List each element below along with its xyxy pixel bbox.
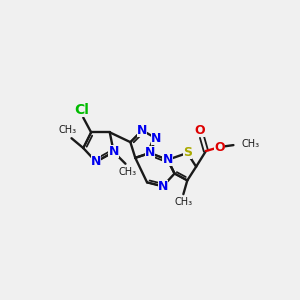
- Text: N: N: [158, 180, 168, 193]
- Text: N: N: [91, 155, 101, 168]
- Text: CH₃: CH₃: [58, 125, 76, 135]
- Text: N: N: [137, 124, 147, 137]
- Text: N: N: [151, 132, 161, 145]
- Text: Cl: Cl: [74, 103, 89, 117]
- Text: N: N: [163, 153, 173, 166]
- Text: O: O: [214, 141, 225, 154]
- Text: CH₃: CH₃: [241, 139, 260, 149]
- Text: N: N: [145, 146, 155, 159]
- Text: CH₃: CH₃: [174, 197, 192, 207]
- Text: N: N: [109, 146, 119, 158]
- Text: CH₃: CH₃: [118, 167, 136, 177]
- Text: O: O: [195, 124, 206, 137]
- Text: S: S: [183, 146, 192, 159]
